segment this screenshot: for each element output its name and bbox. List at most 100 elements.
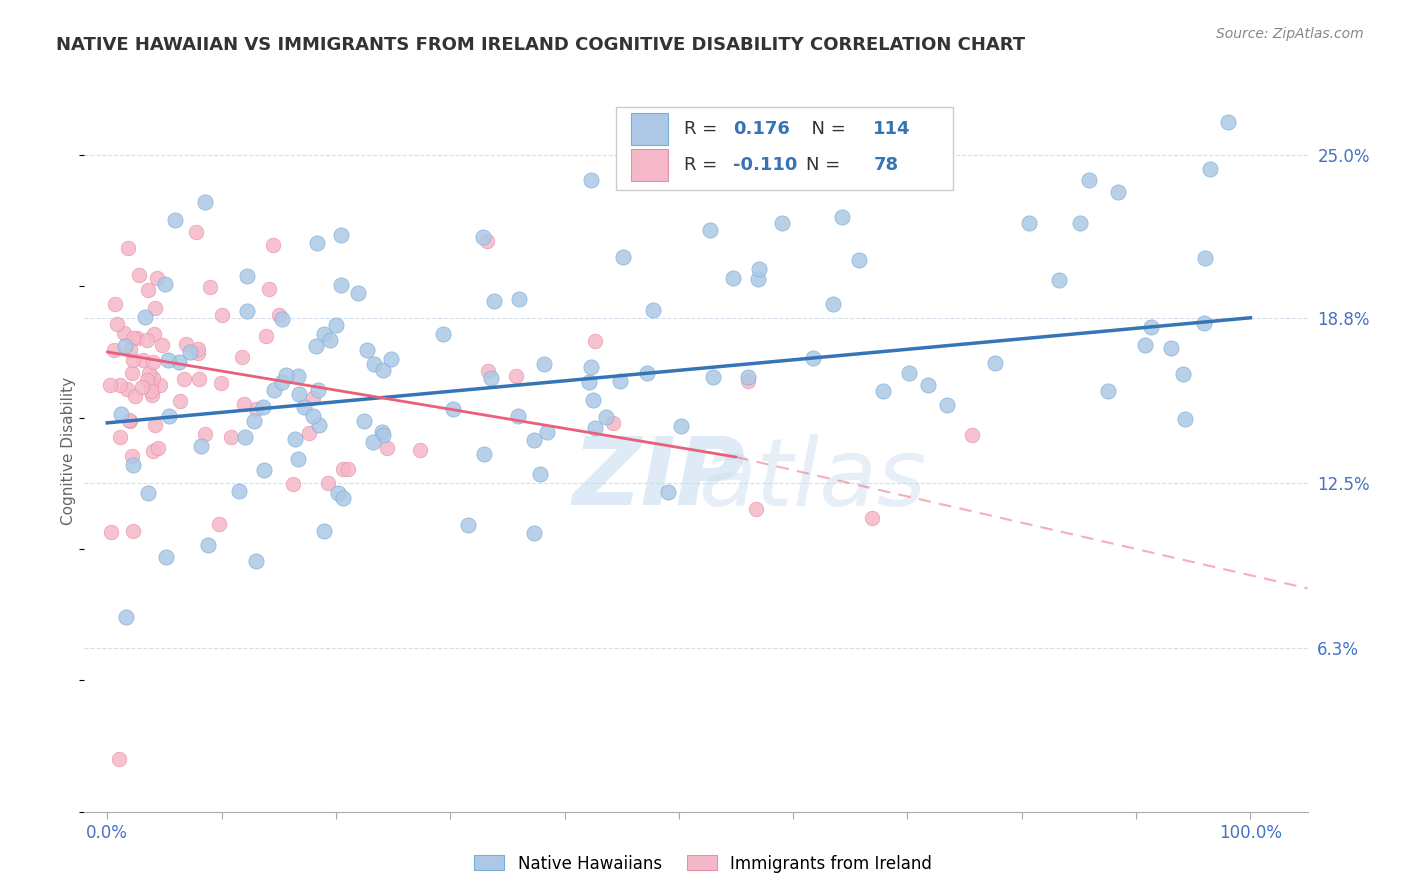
Point bbox=[612, 250, 634, 264]
Point bbox=[523, 434, 546, 448]
Point bbox=[131, 380, 153, 394]
Point bbox=[98, 378, 121, 392]
Point bbox=[108, 430, 131, 444]
Point bbox=[831, 210, 853, 224]
Point bbox=[208, 516, 231, 531]
Text: R =: R = bbox=[683, 120, 723, 138]
Point bbox=[332, 491, 354, 505]
Point bbox=[328, 486, 350, 500]
Point bbox=[125, 331, 148, 345]
Point bbox=[984, 356, 1007, 370]
Point bbox=[302, 409, 325, 424]
Point bbox=[371, 425, 394, 440]
Point bbox=[1216, 115, 1239, 129]
Point bbox=[142, 327, 165, 342]
Point bbox=[579, 173, 602, 187]
Point bbox=[329, 277, 352, 292]
Point bbox=[122, 353, 145, 368]
Point bbox=[737, 370, 759, 384]
Point bbox=[375, 441, 398, 455]
Point bbox=[477, 234, 499, 248]
Point bbox=[1047, 273, 1070, 287]
Point bbox=[157, 409, 180, 423]
Point bbox=[671, 419, 693, 434]
Point bbox=[233, 397, 256, 411]
Point bbox=[112, 326, 135, 340]
Point bbox=[363, 434, 385, 449]
Point bbox=[505, 368, 527, 383]
Point bbox=[609, 375, 631, 389]
Point bbox=[457, 518, 479, 533]
Text: atlas: atlas bbox=[697, 434, 927, 524]
Point bbox=[482, 293, 505, 308]
Point bbox=[479, 371, 502, 385]
Point bbox=[308, 383, 330, 397]
Point bbox=[228, 484, 250, 499]
Point bbox=[1171, 367, 1194, 381]
Point bbox=[287, 369, 309, 384]
Point bbox=[187, 346, 209, 360]
Point bbox=[373, 363, 395, 377]
Point bbox=[702, 369, 724, 384]
Point bbox=[441, 401, 464, 416]
Point bbox=[281, 476, 304, 491]
Point bbox=[472, 229, 495, 244]
Point bbox=[117, 382, 139, 396]
Point bbox=[274, 368, 297, 382]
Point bbox=[1107, 186, 1129, 200]
Point bbox=[1194, 251, 1216, 265]
Point bbox=[297, 425, 319, 440]
Y-axis label: Cognitive Disability: Cognitive Disability bbox=[60, 376, 76, 524]
Point bbox=[150, 337, 173, 351]
Point bbox=[149, 377, 172, 392]
Point bbox=[131, 352, 153, 367]
Point bbox=[231, 350, 253, 364]
Point bbox=[472, 447, 495, 461]
Point bbox=[105, 317, 128, 331]
Point bbox=[219, 430, 242, 444]
Point bbox=[1069, 217, 1091, 231]
Point bbox=[373, 427, 395, 442]
Point bbox=[148, 441, 170, 455]
Point bbox=[121, 524, 143, 539]
Point bbox=[581, 392, 603, 407]
Point bbox=[114, 339, 136, 353]
Text: Source: ZipAtlas.com: Source: ZipAtlas.com bbox=[1216, 27, 1364, 41]
Point bbox=[146, 271, 169, 285]
Point bbox=[209, 376, 232, 390]
Point bbox=[198, 280, 221, 294]
Point bbox=[124, 389, 146, 403]
Point bbox=[242, 414, 264, 428]
Point bbox=[336, 462, 359, 476]
FancyBboxPatch shape bbox=[616, 107, 953, 190]
Text: 78: 78 bbox=[873, 156, 898, 174]
Point bbox=[233, 430, 256, 444]
Point bbox=[1139, 319, 1161, 334]
Point bbox=[117, 413, 139, 427]
Bar bbox=[631, 149, 668, 181]
Point bbox=[136, 373, 159, 387]
Point bbox=[292, 401, 315, 415]
Point bbox=[636, 366, 658, 380]
Legend: Native Hawaiians, Immigrants from Ireland: Native Hawaiians, Immigrants from Irelan… bbox=[468, 848, 938, 880]
Point bbox=[329, 228, 352, 243]
Point bbox=[139, 378, 162, 392]
Point bbox=[761, 124, 783, 138]
Point bbox=[257, 283, 280, 297]
Point bbox=[529, 467, 551, 482]
Point bbox=[602, 416, 624, 430]
Point bbox=[1160, 342, 1182, 356]
Point bbox=[271, 376, 294, 390]
Point bbox=[699, 223, 721, 237]
Point bbox=[103, 343, 125, 358]
Point bbox=[142, 371, 165, 385]
Point bbox=[194, 194, 217, 209]
Point bbox=[262, 238, 284, 252]
Point bbox=[139, 384, 162, 399]
Point bbox=[1097, 384, 1119, 399]
Point bbox=[748, 261, 770, 276]
Point bbox=[167, 355, 190, 369]
Point bbox=[179, 344, 201, 359]
Point bbox=[245, 554, 267, 568]
Point bbox=[363, 358, 385, 372]
